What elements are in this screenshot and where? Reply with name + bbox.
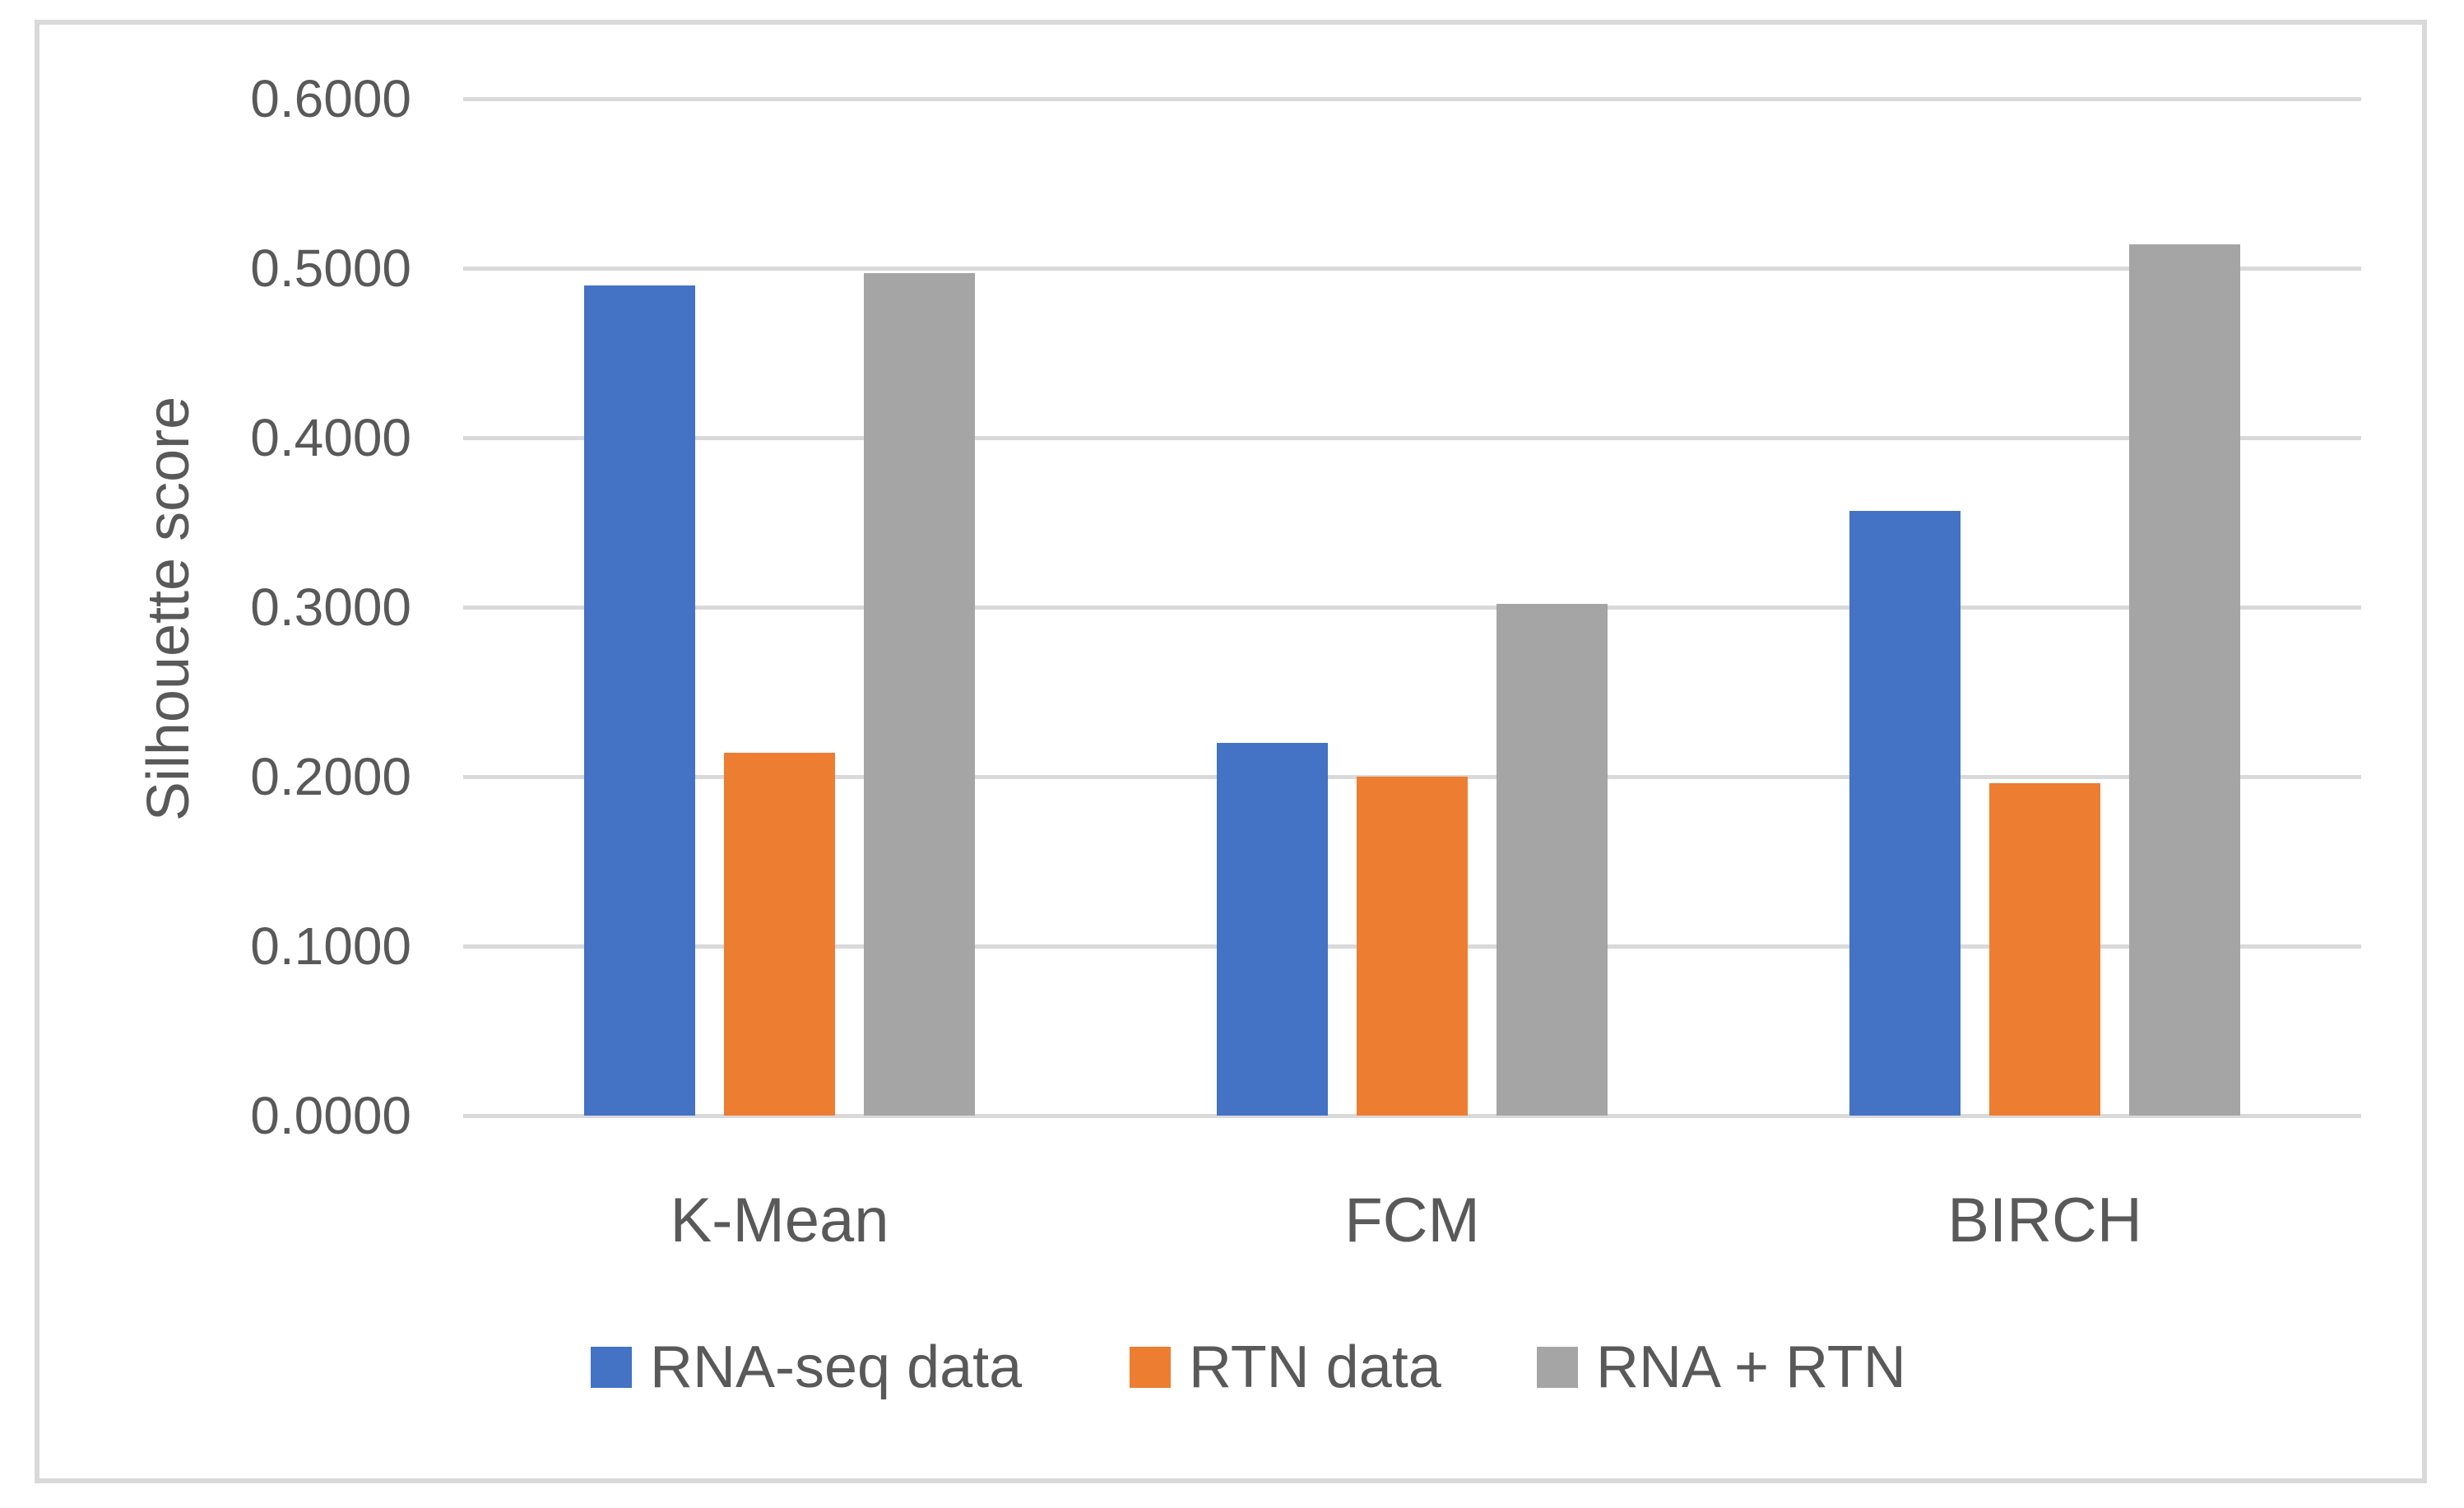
bar-rna-rtn-fcm <box>1496 603 1608 1116</box>
bar-rtn-data-k-mean <box>724 753 835 1116</box>
bar-rna-rtn-birch <box>2129 244 2240 1116</box>
x-category-label-birch: BIRCH <box>1947 1186 2142 1255</box>
bar-rna-rtn-k-mean <box>864 273 975 1116</box>
y-tick-label: 0.0000 <box>250 1086 411 1145</box>
y-tick-label: 0.4000 <box>250 408 411 467</box>
bar-rtn-data-birch <box>1989 783 2100 1116</box>
bar-rna-seq-data-fcm <box>1217 742 1328 1116</box>
y-tick-label: 0.5000 <box>250 239 411 298</box>
y-tick-label: 0.6000 <box>250 69 411 128</box>
bar-rna-seq-data-birch <box>1849 510 1961 1116</box>
bar-rtn-data-fcm <box>1357 777 1468 1116</box>
y-tick-label: 0.1000 <box>250 916 411 976</box>
gridline-y-0.0 <box>463 1114 2361 1118</box>
figure-border <box>35 20 2427 1483</box>
y-tick-label: 0.3000 <box>250 578 411 637</box>
gridline-y-0.6 <box>463 97 2361 101</box>
x-category-label-k-mean: K-Mean <box>670 1186 889 1255</box>
x-category-label-fcm: FCM <box>1344 1186 1480 1255</box>
bar-rna-seq-data-k-mean <box>584 285 695 1116</box>
gridline-y-0.3 <box>463 606 2361 610</box>
legend-label-rna-rtn: RNA + RTN <box>1596 1334 1906 1400</box>
legend-swatch-rna-seq-data <box>591 1347 632 1388</box>
legend-label-rna-seq-data: RNA-seq data <box>650 1334 1023 1400</box>
legend-swatch-rna-rtn <box>1537 1347 1578 1388</box>
legend-label-rtn-data: RTN data <box>1189 1334 1441 1400</box>
gridline-y-0.4 <box>463 436 2361 440</box>
gridline-y-0.5 <box>463 267 2361 271</box>
legend-swatch-rtn-data <box>1130 1347 1171 1388</box>
y-tick-label: 0.2000 <box>250 747 411 806</box>
